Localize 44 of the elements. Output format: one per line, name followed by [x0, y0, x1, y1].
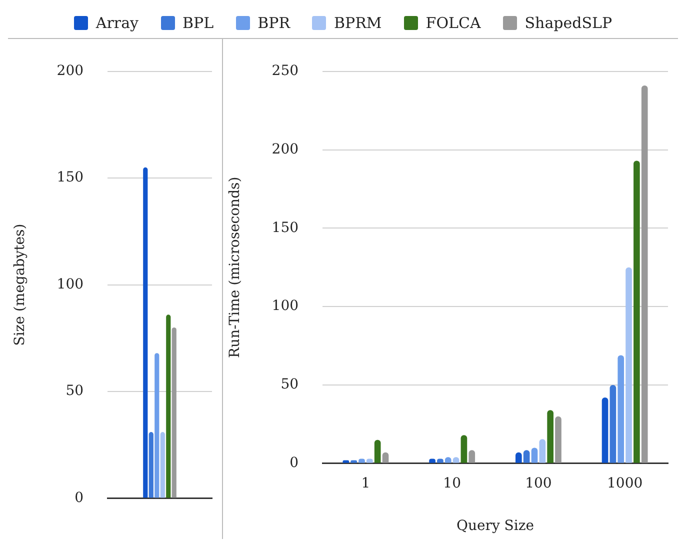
y-tick-label: 200 [272, 141, 299, 158]
bar [154, 353, 160, 498]
bar [547, 410, 554, 463]
bar [641, 86, 648, 463]
x-tick-label: 100 [525, 475, 552, 492]
x-axis-title: Query Size [456, 518, 534, 534]
bar [634, 160, 640, 463]
y-tick-label: 100 [272, 298, 299, 314]
bar [523, 450, 530, 463]
legend-label: BPRM [334, 14, 382, 32]
legend-label: FOLCA [426, 14, 481, 32]
bar [618, 355, 624, 463]
bar [531, 448, 538, 463]
bar [610, 385, 616, 463]
bar [374, 440, 381, 463]
bar [626, 267, 632, 463]
y-tick-label: 0 [74, 490, 84, 506]
legend-label: BPR [258, 14, 290, 32]
y-axis-title: Size (megabytes) [12, 224, 28, 346]
y-tick-label: 150 [272, 220, 299, 236]
y-tick-label: 100 [56, 276, 84, 292]
y-tick-label: 50 [66, 383, 84, 400]
bar [602, 398, 608, 463]
y-tick-label: 0 [290, 455, 299, 472]
x-tick-label: 1000 [606, 475, 643, 492]
y-tick-label: 250 [272, 63, 299, 80]
y-tick-label: 200 [56, 63, 84, 80]
bar [160, 432, 165, 498]
bar [460, 435, 468, 463]
legend-label: BPL [182, 14, 214, 32]
bar [143, 167, 148, 498]
legend-label: Array [96, 14, 139, 32]
bar [166, 314, 171, 498]
bar [555, 416, 562, 463]
bar [172, 327, 176, 498]
legend-label: ShapedSLP [524, 14, 612, 32]
bar [539, 439, 546, 463]
x-tick-label: 10 [443, 475, 461, 492]
y-tick-label: 150 [56, 170, 84, 186]
bar [468, 450, 476, 463]
y-tick-label: 50 [280, 376, 299, 393]
bar [148, 432, 154, 498]
y-axis-title: Run-Time (microseconds) [227, 176, 244, 358]
x-tick-label: 1 [361, 475, 370, 492]
